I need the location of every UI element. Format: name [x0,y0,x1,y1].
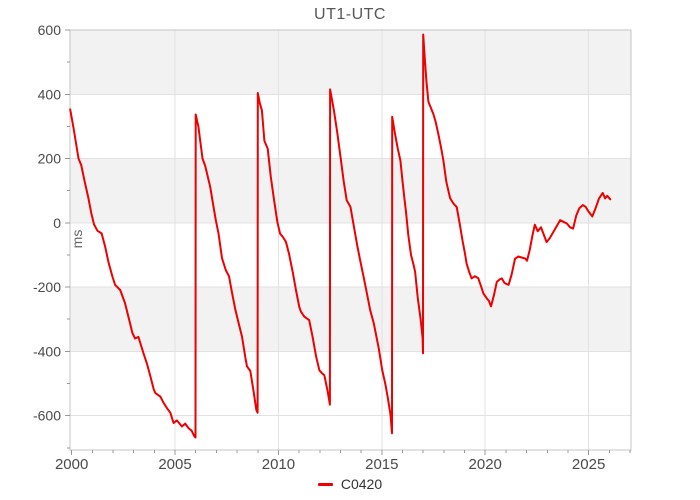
plot-border [69,29,632,451]
y-tick-label: -600 [33,408,61,424]
y-tick-label: -200 [33,279,61,295]
y-tick-label: -400 [33,343,61,359]
x-tick-label: 2000 [55,456,88,473]
chart-title: UT1-UTC [314,6,386,23]
y-tick-label: 200 [38,151,62,167]
y-tick-label: 400 [38,86,62,102]
legend-series-label: C0420 [340,476,383,492]
legend-line-marker [317,482,333,486]
split-area-band [70,287,631,352]
split-area-band [70,30,631,95]
x-tick-label: 2020 [469,456,502,473]
split-area-band [70,158,631,223]
y-tick-label: 600 [38,22,62,38]
series-line [69,33,612,439]
legend-item[interactable]: C0420 [0,476,700,492]
x-tick-label: 2015 [365,456,398,473]
x-tick-label: 2025 [572,456,605,473]
y-tick-label: 0 [53,215,61,231]
x-tick-label: 2010 [262,456,295,473]
x-tick-label: 2005 [158,456,191,473]
